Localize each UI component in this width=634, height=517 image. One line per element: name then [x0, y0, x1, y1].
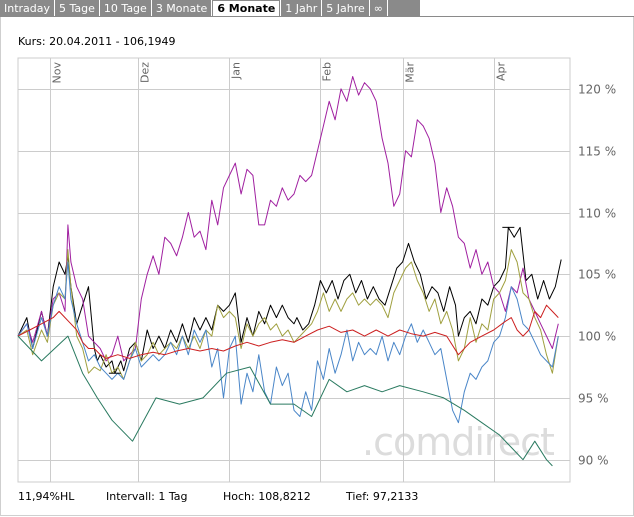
- tab-5-jahre[interactable]: 5 Jahre: [322, 0, 369, 16]
- series-line-teal: [17, 335, 553, 467]
- tab-intraday[interactable]: Intraday: [0, 0, 55, 16]
- series-line-blue: [17, 261, 559, 424]
- high-value: Hoch: 108,8212: [223, 490, 311, 503]
- tab-6-monate[interactable]: 6 Monate: [212, 0, 281, 16]
- plot-area-border: [17, 57, 571, 483]
- y-tick-label: 100 %: [578, 330, 616, 344]
- x-tick-label: Dez: [139, 62, 152, 83]
- x-tick-label: Feb: [321, 62, 334, 81]
- tab-1-jahr[interactable]: 1 Jahr: [281, 0, 322, 16]
- series-line-red: [17, 304, 559, 359]
- x-tick-label: Jan: [230, 62, 243, 80]
- x-tick-label: Mär: [404, 62, 417, 83]
- kurs-label: Kurs: 20.04.2011 - 106,1949: [18, 35, 176, 48]
- hl-percentage: 11,94%HL: [18, 490, 75, 503]
- x-tick-label: Apr: [495, 62, 508, 82]
- y-tick-label: 115 %: [578, 145, 616, 159]
- y-tick-label: 105 %: [578, 268, 616, 282]
- low-value: Tief: 97,2133: [346, 490, 419, 503]
- series-line-purple: [17, 76, 559, 362]
- tab-5-tage[interactable]: 5 Tage: [55, 0, 99, 16]
- tab-bar-filler: [387, 0, 420, 16]
- y-tick-label: 95 %: [578, 392, 609, 406]
- interval-label: Intervall: 1 Tag: [106, 490, 188, 503]
- y-tick-label: 90 %: [578, 454, 609, 468]
- series-line-olive: [17, 249, 559, 380]
- comdirect-watermark: .comdirect: [362, 420, 555, 464]
- series-line-black: [17, 226, 562, 374]
- tab-underline: [0, 16, 634, 17]
- tab-10-tage[interactable]: 10 Tage: [99, 0, 151, 16]
- tab-3-monate[interactable]: 3 Monate: [151, 0, 212, 16]
- timeframe-tabs: Intraday 5 Tage 10 Tage 3 Monate 6 Monat…: [0, 0, 420, 16]
- tab-max[interactable]: ∞: [369, 0, 387, 16]
- x-tick-label: Nov: [51, 62, 64, 84]
- y-tick-label: 120 %: [578, 83, 616, 97]
- y-tick-label: 110 %: [578, 207, 616, 221]
